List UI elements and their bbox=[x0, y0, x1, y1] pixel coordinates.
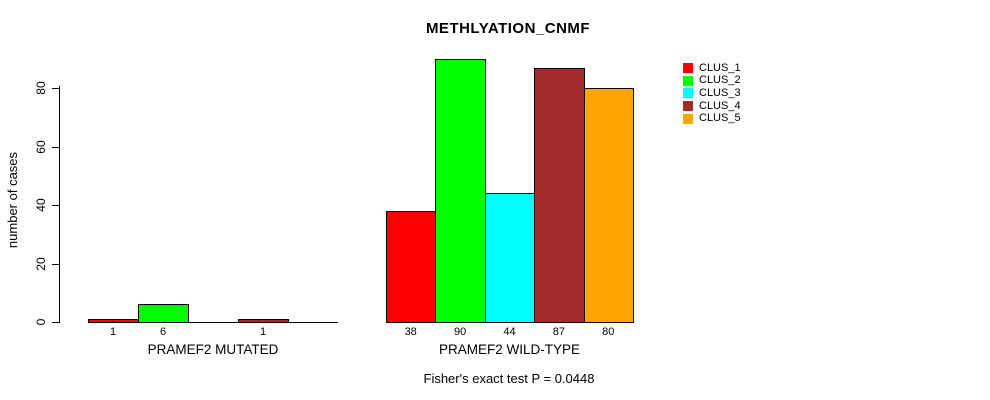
y-tick-label-20: 20 bbox=[34, 256, 48, 271]
y-tick-40 bbox=[52, 205, 60, 206]
legend-label-clus_5: CLUS_5 bbox=[699, 112, 741, 125]
bar-wild-type-clus_4 bbox=[534, 68, 585, 323]
legend-label-clus_4: CLUS_4 bbox=[699, 99, 741, 112]
legend-swatch-clus_1 bbox=[683, 63, 693, 74]
bar-mutated-clus_4 bbox=[238, 319, 289, 323]
y-tick-0 bbox=[52, 322, 60, 323]
y-tick-label-40: 40 bbox=[34, 198, 48, 212]
legend-label-clus_3: CLUS_3 bbox=[699, 86, 741, 99]
fisher-test-footnote: Fisher's exact test P = 0.0448 bbox=[423, 371, 595, 386]
y-tick-20 bbox=[52, 263, 60, 265]
x-baseline-mutated bbox=[88, 322, 338, 323]
bar-value-label-wild-type-clus_1: 38 bbox=[404, 326, 417, 338]
x-axis-label-mutated: PRAMEF2 MUTATED bbox=[147, 342, 279, 357]
bar-wild-type-clus_5 bbox=[583, 88, 634, 323]
bar-mutated-clus_1 bbox=[88, 319, 139, 323]
y-tick-80 bbox=[52, 88, 60, 89]
legend-item-clus_5: CLUS_5 bbox=[683, 112, 741, 125]
chart-title: METHLYATION_CNMF bbox=[425, 20, 591, 37]
y-tick-label-0: 0 bbox=[34, 318, 48, 326]
legend-item-clus_1: CLUS_1 bbox=[683, 62, 741, 75]
y-tick-label-80: 80 bbox=[34, 81, 48, 95]
legend-item-clus_4: CLUS_4 bbox=[683, 100, 741, 113]
bar-value-label-wild-type-clus_2: 90 bbox=[453, 326, 467, 338]
bar-value-label-mutated-clus_4: 1 bbox=[259, 326, 267, 338]
legend: CLUS_1 CLUS_2 CLUS_3 CLUS_4 CLUS_5 bbox=[683, 62, 741, 125]
legend-swatch-clus_5 bbox=[683, 113, 693, 124]
bar-mutated-clus_2 bbox=[138, 304, 189, 323]
y-tick-label-60: 60 bbox=[34, 139, 48, 154]
legend-item-clus_3: CLUS_3 bbox=[683, 87, 741, 100]
legend-swatch-clus_4 bbox=[683, 101, 693, 112]
y-axis-label: number of cases bbox=[5, 151, 20, 249]
legend-swatch-clus_3 bbox=[683, 88, 693, 99]
bar-value-label-mutated-clus_2: 6 bbox=[159, 326, 167, 338]
bar-wild-type-clus_2 bbox=[435, 59, 486, 323]
legend-item-clus_2: CLUS_2 bbox=[683, 75, 741, 88]
legend-label-clus_2: CLUS_2 bbox=[699, 74, 741, 87]
bar-wild-type-clus_1 bbox=[386, 211, 437, 323]
legend-swatch-clus_2 bbox=[683, 75, 693, 86]
bar-value-label-mutated-clus_1: 1 bbox=[109, 326, 117, 338]
bar-value-label-wild-type-clus_3: 44 bbox=[503, 326, 516, 338]
x-axis-label-wild-type: PRAMEF2 WILD-TYPE bbox=[438, 342, 581, 357]
bar-value-label-wild-type-clus_4: 87 bbox=[552, 326, 565, 338]
bar-wild-type-clus_3 bbox=[484, 193, 536, 323]
y-tick-60 bbox=[52, 146, 60, 148]
bar-value-label-wild-type-clus_5: 80 bbox=[602, 326, 615, 338]
y-axis-line bbox=[59, 86, 60, 323]
legend-label-clus_1: CLUS_1 bbox=[699, 61, 741, 74]
